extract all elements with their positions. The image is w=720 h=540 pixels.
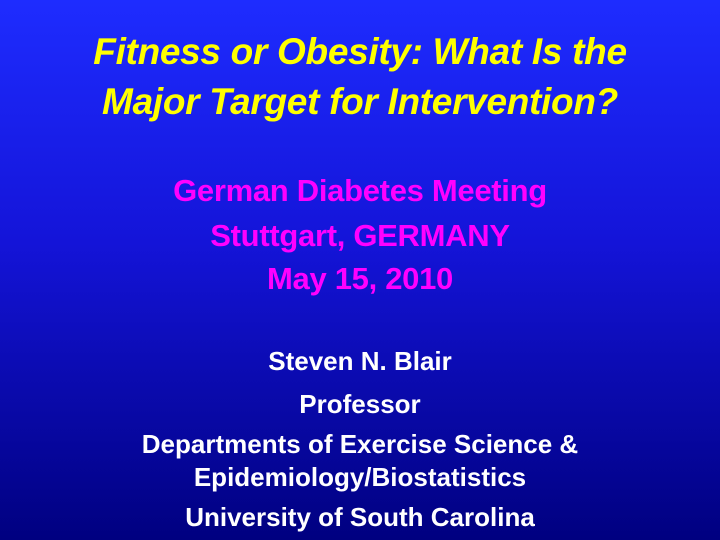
event-location: Stuttgart, GERMANY <box>210 218 510 253</box>
author-university: University of South Carolina <box>185 502 535 532</box>
author-title: Professor <box>299 389 421 419</box>
slide-title-line-2: Major Target for Intervention? <box>102 81 618 122</box>
author-department-line-2: Epidemiology/Biostatistics <box>193 462 527 492</box>
event-name: German Diabetes Meeting <box>173 173 547 208</box>
slide-title-line-1: Fitness or Obesity: What Is the <box>93 31 627 72</box>
author-name: Steven N. Blair <box>268 346 452 376</box>
author-department-line-1: Departments of Exercise Science & <box>141 429 579 459</box>
event-date: May 15, 2010 <box>267 261 453 296</box>
